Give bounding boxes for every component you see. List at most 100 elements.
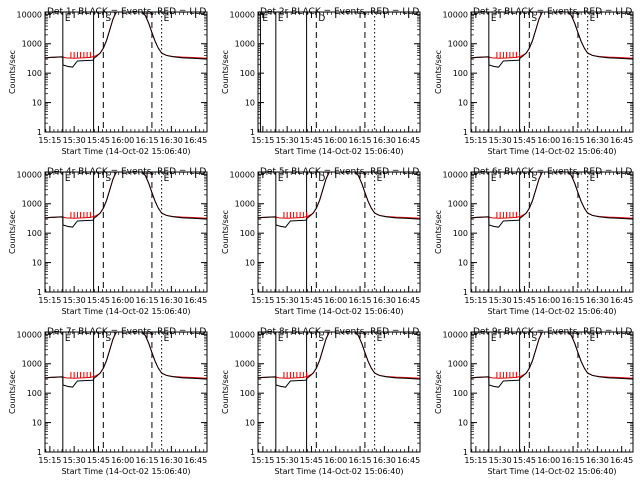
y-axis-label: Counts/sec: [221, 210, 230, 254]
y-tick-label: 1: [463, 128, 468, 137]
plot-frame: [470, 171, 634, 293]
marker-label: E: [65, 14, 71, 24]
x-tick-label: 16:45: [184, 456, 207, 465]
y-tick-label: 10000: [230, 330, 255, 339]
y-tick-label: 10: [32, 259, 42, 268]
y-tick-label: 10: [245, 419, 255, 428]
marker-label: E: [590, 14, 596, 24]
marker-label: E: [278, 14, 284, 24]
x-tick-label: 16:00: [111, 296, 134, 305]
marker-label: E: [590, 334, 596, 344]
y-tick-label: 10000: [17, 170, 42, 179]
x-tick-label: 15:15: [251, 136, 274, 145]
x-tick-label: 16:00: [537, 136, 560, 145]
x-tick-label: 16:00: [111, 456, 134, 465]
x-tick-label: 16:30: [586, 296, 609, 305]
x-tick-label: 15:45: [87, 136, 110, 145]
y-tick-label: 100: [240, 69, 255, 78]
marker-label: E: [278, 174, 284, 184]
y-tick-label: 10000: [443, 170, 468, 179]
plot-frame: [257, 331, 421, 453]
y-tick-label: 100: [453, 69, 468, 78]
x-axis-label: Start Time (14-Oct-02 15:06:40): [61, 307, 190, 316]
x-tick-label: 15:15: [38, 296, 61, 305]
series-line-events: [258, 171, 420, 228]
marker-label: D: [318, 174, 325, 184]
x-tick-label: 15:30: [276, 136, 299, 145]
y-tick-label: 1000: [235, 40, 255, 49]
marker-label: E: [491, 334, 497, 344]
x-tick-label: 16:30: [373, 456, 396, 465]
x-tick-label: 15:30: [489, 456, 512, 465]
x-tick-label: 16:45: [610, 136, 633, 145]
x-tick-label: 15:45: [300, 456, 323, 465]
y-tick-label: 100: [27, 389, 42, 398]
x-tick-label: 16:00: [111, 136, 134, 145]
x-tick-label: 16:00: [537, 456, 560, 465]
x-tick-label: 15:45: [300, 136, 323, 145]
y-axis-label: Counts/sec: [434, 210, 443, 254]
x-tick-label: 15:30: [63, 296, 86, 305]
series-line-events: [471, 11, 633, 68]
y-tick-label: 1000: [448, 40, 468, 49]
x-tick-label: 16:15: [349, 456, 372, 465]
x-axis-label: Start Time (14-Oct-02 15:06:40): [61, 467, 190, 476]
x-tick-label: 16:15: [136, 456, 159, 465]
x-tick-label: 16:00: [537, 296, 560, 305]
marker-label: E: [164, 174, 170, 184]
marker-label: E: [377, 174, 383, 184]
marker-label: S: [531, 174, 537, 184]
y-tick-label: 1: [250, 128, 255, 137]
x-axis-label: Start Time (14-Oct-02 15:06:40): [274, 147, 403, 156]
y-tick-label: 10000: [17, 330, 42, 339]
x-tick-label: 15:15: [38, 136, 61, 145]
chart-panel: Det 1r BLACK = Events, RED = LLD11010010…: [8, 7, 208, 156]
x-tick-label: 16:15: [349, 136, 372, 145]
marker-label: S: [531, 334, 537, 344]
x-tick-label: 16:00: [324, 136, 347, 145]
marker-label: E: [377, 334, 383, 344]
y-tick-label: 1: [463, 448, 468, 457]
marker-label: E: [278, 334, 284, 344]
marker-label: E: [65, 174, 71, 184]
marker-label: S: [105, 334, 111, 344]
x-tick-label: 16:15: [349, 296, 372, 305]
y-tick-label: 1000: [22, 200, 42, 209]
y-tick-label: 10: [245, 259, 255, 268]
plot-frame: [44, 331, 208, 453]
chart-panel: Det 4r BLACK = Events, RED = LLD11010010…: [8, 167, 208, 316]
marker-label: E: [164, 14, 170, 24]
y-tick-label: 1000: [22, 40, 42, 49]
plot-frame: [257, 11, 421, 133]
chart-panel: Det 3r BLACK = Events, RED = LLD11010010…: [434, 7, 634, 156]
y-tick-label: 100: [240, 229, 255, 238]
chart-panel: Det 5r BLACK = Events, RED = LLD11010010…: [221, 167, 421, 316]
y-axis-label: Counts/sec: [434, 370, 443, 414]
marker-label: S: [531, 14, 537, 24]
chart-panel: Det 2r BLACK = Events, RED = LLD11010010…: [221, 7, 421, 156]
x-tick-label: 16:45: [397, 296, 420, 305]
marker-label: E: [262, 14, 268, 24]
y-tick-label: 1: [463, 288, 468, 297]
y-axis-label: Counts/sec: [8, 370, 17, 414]
x-tick-label: 15:30: [489, 296, 512, 305]
marker-label: E: [65, 334, 71, 344]
chart-panel: Det 7r BLACK = Events, RED = LLD11010010…: [8, 327, 208, 476]
y-tick-label: 1000: [448, 200, 468, 209]
x-tick-label: 16:30: [160, 136, 183, 145]
x-tick-label: 15:45: [300, 296, 323, 305]
x-tick-label: 15:30: [63, 456, 86, 465]
chart-panel: Det 6r BLACK = Events, RED = LLD11010010…: [434, 167, 634, 316]
y-tick-label: 10000: [443, 10, 468, 19]
x-tick-label: 16:15: [136, 296, 159, 305]
x-tick-label: 16:30: [586, 136, 609, 145]
y-tick-label: 10: [32, 99, 42, 108]
marker-label: D: [318, 14, 325, 24]
x-tick-label: 16:15: [136, 136, 159, 145]
series-line-events: [471, 171, 633, 228]
y-tick-label: 1: [37, 288, 42, 297]
x-tick-label: 15:30: [276, 456, 299, 465]
x-axis-label: Start Time (14-Oct-02 15:06:40): [274, 307, 403, 316]
y-tick-label: 100: [27, 69, 42, 78]
